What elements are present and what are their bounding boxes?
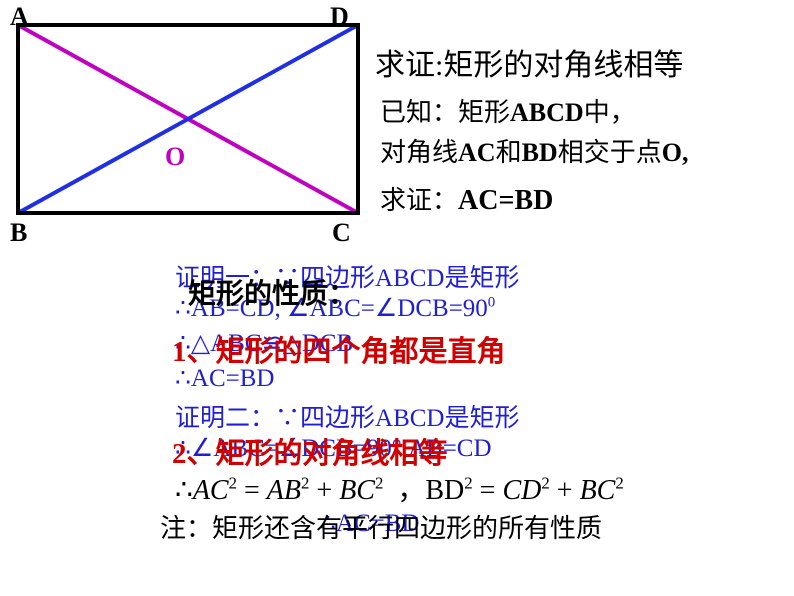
- rectangle-diagram: [0, 0, 400, 250]
- eq-f: BC: [339, 475, 375, 506]
- p1-l2sup: 0: [488, 295, 496, 311]
- to-prove: 求证：AC=BD: [380, 180, 553, 217]
- eq-i: CD: [502, 475, 541, 506]
- g2e: 相交于点: [558, 138, 662, 167]
- property-2: 2、矩形的对角线相等: [172, 430, 448, 472]
- g2c: 和: [496, 138, 522, 167]
- vertex-b: B: [10, 218, 27, 248]
- given-prefix: 已知：矩形: [380, 98, 510, 127]
- p2-l1c: 四边形ABCD是矩形: [300, 405, 519, 432]
- proof2-equation: ∴AC2 = AB2 + BC2 ，BD2 = CD2 + BC2: [175, 468, 624, 508]
- eq-b: AC: [193, 475, 229, 506]
- eq-e: +: [316, 475, 332, 506]
- eq-j: +: [557, 475, 573, 506]
- p2-l1a: 证明二：: [175, 405, 275, 432]
- g2a: 对角线: [380, 138, 458, 167]
- properties-note: 注：矩形还含有平行四边形的所有性质: [160, 508, 602, 545]
- g2f: O,: [662, 138, 689, 167]
- g2b: AC: [458, 138, 496, 167]
- given-abcd: ABCD: [510, 98, 584, 127]
- vertex-c: C: [332, 218, 351, 248]
- property-1: 1、矩形的四个角都是直角: [172, 328, 506, 370]
- eq-c: =: [244, 475, 260, 506]
- given-line1: 已知：矩形ABCD中，: [380, 92, 636, 129]
- center-o: O: [165, 142, 185, 172]
- eq-g: ，BD: [397, 475, 464, 506]
- theorem-statement: 求证:矩形的对角线相等: [375, 40, 683, 84]
- g2d: BD: [522, 138, 558, 167]
- prove-prefix: 求证：: [380, 186, 458, 215]
- vertex-a: A: [10, 2, 29, 32]
- properties-title: 矩形的性质：: [188, 272, 356, 312]
- eq-h: =: [480, 475, 496, 506]
- given-line2: 对角线AC和BD相交于点O,: [380, 132, 688, 169]
- prove-eq: AC=BD: [458, 185, 553, 216]
- eq-k: BC: [580, 475, 616, 506]
- eq-a: ∴: [175, 475, 193, 506]
- given-suffix: 中，: [584, 98, 636, 127]
- eq-d: AB: [267, 475, 301, 506]
- p2-l1b: ∵: [275, 405, 300, 432]
- proof2-line1: 证明二：∵四边形ABCD是矩形: [175, 398, 520, 434]
- vertex-d: D: [330, 2, 349, 32]
